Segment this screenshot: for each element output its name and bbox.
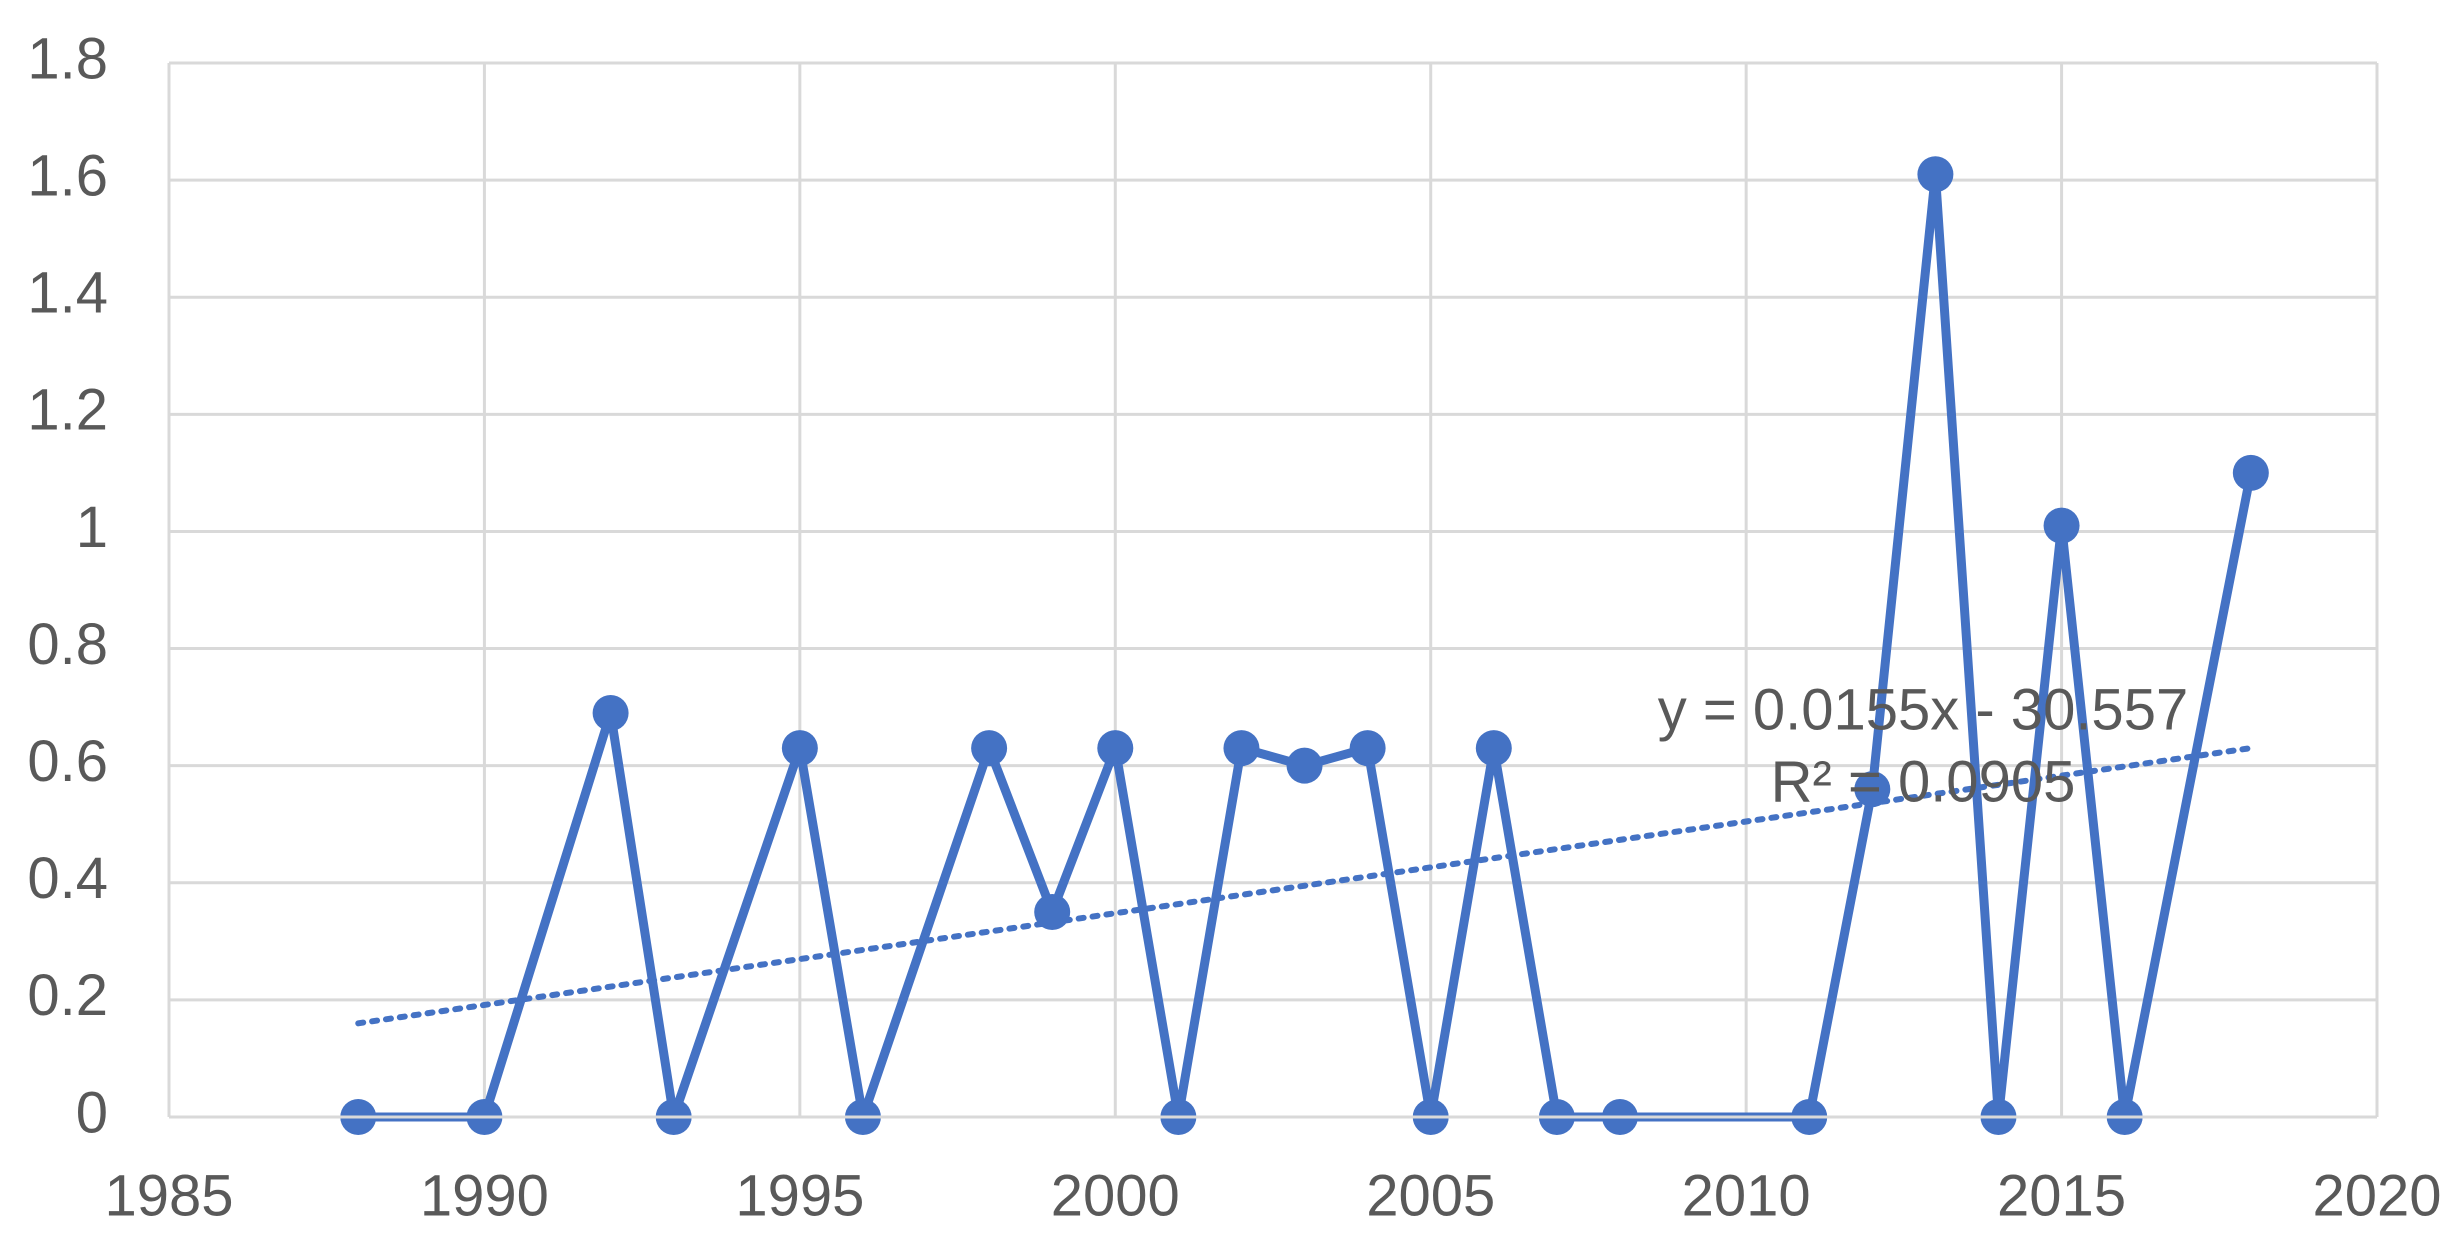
y-tick-label: 1.6 [27, 143, 108, 208]
y-tick-label: 0.4 [27, 846, 108, 911]
data-point [2232, 454, 2269, 491]
trend-line [355, 745, 2254, 1027]
x-tick-label: 2020 [2312, 1163, 2441, 1228]
y-tick-label: 1 [76, 495, 108, 560]
trend-equation: y = 0.0155x - 30.557 [1658, 677, 2188, 742]
data-point [971, 730, 1008, 767]
y-tick-label: 0.8 [27, 612, 108, 677]
data-point [1854, 771, 1891, 808]
y-tick-label: 0.2 [27, 963, 108, 1028]
trend-r-squared: R² = 0.0905 [1771, 749, 2076, 814]
data-point [2043, 507, 2080, 544]
data-point [1034, 894, 1071, 931]
data-line [358, 169, 2256, 1122]
y-tick-label: 0 [76, 1080, 108, 1145]
data-point [1917, 156, 1954, 193]
data-point [1349, 730, 1386, 767]
x-tick-label: 2015 [1997, 1163, 2126, 1228]
x-tick-label: 1995 [735, 1163, 864, 1228]
x-tick-label: 1985 [104, 1163, 233, 1228]
y-tick-label: 1.2 [27, 378, 108, 443]
x-tick-label: 2000 [1051, 1163, 1180, 1228]
x-tick-label: 1990 [420, 1163, 549, 1228]
data-point [592, 694, 629, 731]
y-tick-label: 1.8 [27, 26, 108, 91]
data-point [1223, 730, 1260, 767]
data-point [1475, 730, 1512, 767]
x-tick-label: 2005 [1366, 1163, 1495, 1228]
y-tick-label: 1.4 [27, 261, 108, 326]
data-point [781, 730, 818, 767]
data-point [1286, 747, 1323, 784]
y-tick-label: 0.6 [27, 729, 108, 794]
x-tick-label: 2010 [1682, 1163, 1811, 1228]
data-point [1097, 730, 1134, 767]
